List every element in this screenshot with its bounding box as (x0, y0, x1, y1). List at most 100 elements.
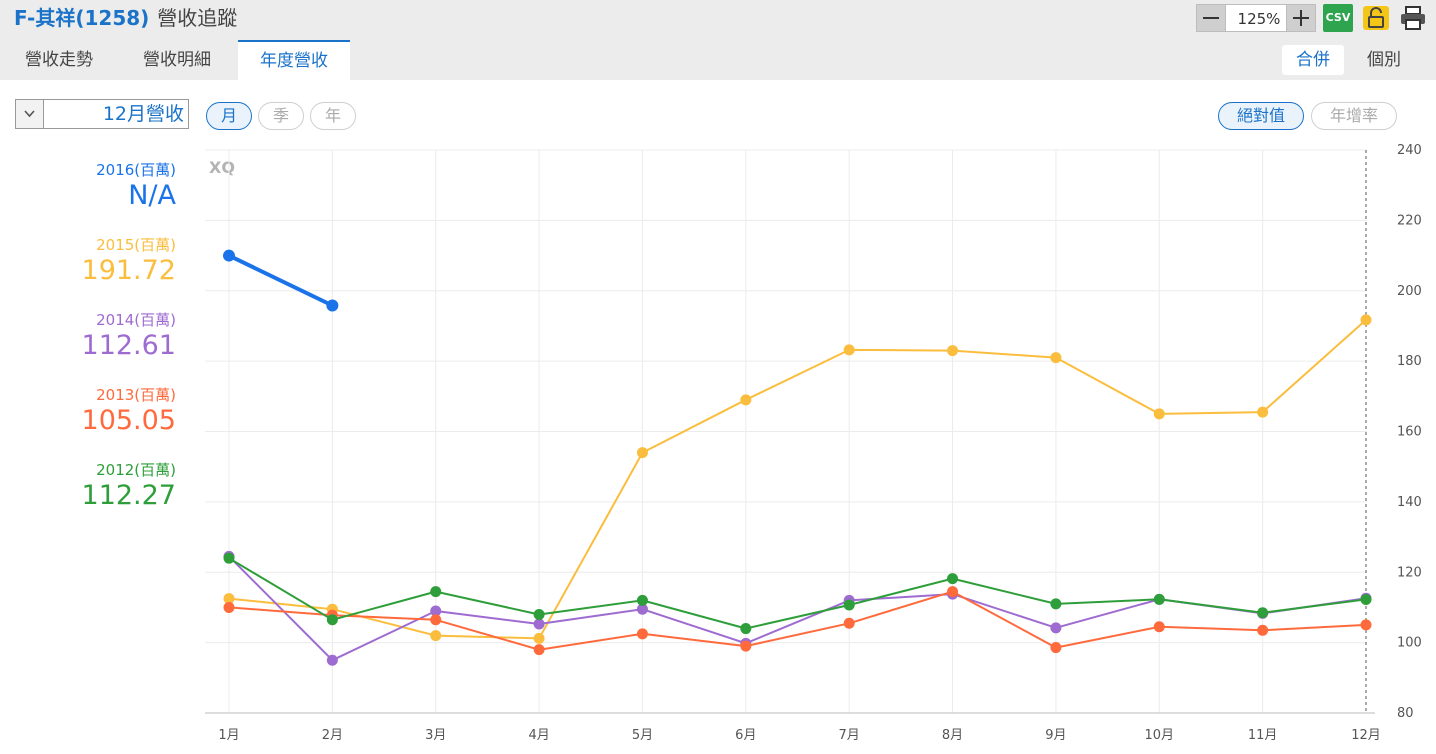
printer-icon (1401, 6, 1425, 30)
legend-label: 2016(百萬) (96, 161, 176, 179)
legend-item-2013: 2013(百萬) 105.05 (82, 385, 176, 437)
y-tick-label: 200 (1397, 284, 1422, 299)
page-subtitle: 營收追蹤 (157, 6, 238, 30)
period-quarter-button[interactable]: 季 (258, 102, 304, 130)
chart-watermark: XQ (209, 158, 235, 177)
x-tick-label: 8月 (942, 728, 963, 743)
legend-label: 2012(百萬) (96, 461, 176, 479)
x-tick-label: 1月 (218, 728, 239, 743)
x-tick-label: 9月 (1045, 728, 1066, 743)
period-month-button[interactable]: 月 (206, 102, 252, 130)
data-point-2012 (947, 573, 959, 585)
zoom-out-button[interactable] (1196, 4, 1226, 32)
chevron-svg (24, 110, 35, 118)
data-point-2013 (1257, 624, 1269, 636)
data-point-2015 (1050, 352, 1062, 364)
stock-name: F-其祥(1258) (14, 6, 150, 30)
data-point-2015 (636, 447, 648, 459)
individual-toggle[interactable]: 個別 (1367, 50, 1401, 70)
data-point-2012 (843, 599, 855, 611)
data-point-2012 (533, 608, 545, 620)
data-point-2013 (740, 640, 752, 652)
data-point-2012 (326, 614, 338, 626)
period-year-button[interactable]: 年 (310, 102, 356, 130)
legend-label: 2014(百萬) (96, 311, 176, 329)
header-bar: F-其祥(1258) 營收追蹤 營收走勢 營收明細 年度營收 125% CSV 合… (0, 0, 1436, 80)
data-point-2013 (947, 586, 959, 598)
data-point-2015 (843, 344, 855, 356)
data-point-2015 (1257, 406, 1269, 418)
x-tick-label: 10月 (1144, 728, 1174, 743)
page-title: F-其祥(1258) 營收追蹤 (14, 6, 237, 30)
data-point-2013 (223, 601, 235, 613)
data-point-2012 (223, 552, 235, 564)
data-point-2015 (1153, 408, 1165, 420)
x-tick-label: 12月 (1351, 728, 1381, 743)
data-point-2014 (533, 618, 545, 630)
tab-revenue-trend[interactable]: 營收走勢 (25, 50, 93, 70)
legend-value: 105.05 (81, 405, 176, 436)
yoy-rate-button[interactable]: 年增率 (1311, 102, 1397, 130)
legend-label: 2013(百萬) (96, 386, 176, 404)
legend-item-2016: 2016(百萬) N/A (96, 160, 176, 212)
data-point-2012 (1257, 607, 1269, 619)
merged-toggle[interactable]: 合併 (1282, 45, 1344, 75)
unlock-icon (1363, 6, 1389, 30)
data-point-2012 (740, 623, 752, 635)
plus-icon-vertical (1300, 10, 1302, 26)
data-point-2016 (223, 249, 235, 262)
chevron-down-icon[interactable] (16, 100, 44, 128)
y-tick-label: 80 (1397, 706, 1414, 721)
data-point-2015 (223, 593, 235, 605)
month-select[interactable]: 12月營收 (15, 99, 189, 129)
tab-revenue-detail[interactable]: 營收明細 (143, 50, 211, 70)
x-tick-label: 6月 (735, 728, 756, 743)
x-tick-label: 2月 (322, 728, 343, 743)
x-tick-label: 5月 (632, 728, 653, 743)
legend-item-2012: 2012(百萬) 112.27 (82, 460, 176, 512)
legend-value: 191.72 (81, 255, 176, 286)
y-tick-label: 240 (1397, 143, 1422, 158)
absolute-value-button[interactable]: 絕對值 (1218, 102, 1304, 130)
data-point-2012 (1360, 593, 1372, 605)
data-point-2012 (636, 594, 648, 606)
series-line-2013 (228, 590, 1367, 651)
data-point-2014 (1050, 622, 1062, 634)
series-line-2016 (228, 253, 334, 308)
legend-value: N/A (128, 180, 176, 211)
data-point-2015 (430, 630, 442, 642)
zoom-in-button[interactable] (1286, 4, 1316, 32)
data-point-2013 (1360, 619, 1372, 631)
y-tick-label: 140 (1397, 495, 1422, 510)
minus-icon (1203, 17, 1219, 19)
series-line-2015 (228, 319, 1367, 640)
zoom-level: 125% (1226, 4, 1292, 32)
data-point-2012 (1153, 593, 1165, 605)
y-tick-label: 220 (1397, 213, 1422, 228)
data-point-2013 (430, 614, 442, 626)
legend-value: 112.27 (81, 480, 176, 511)
data-point-2013 (1050, 642, 1062, 654)
data-point-2014 (326, 654, 338, 666)
x-tick-label: 11月 (1248, 728, 1278, 743)
data-point-2016 (326, 299, 339, 312)
series-line-2012 (228, 557, 1367, 630)
data-point-2015 (533, 632, 545, 644)
csv-export-button[interactable]: CSV (1323, 4, 1353, 32)
month-select-value: 12月營收 (102, 103, 184, 125)
data-point-2015 (947, 345, 959, 357)
x-tick-label: 7月 (839, 728, 860, 743)
legend-item-2014: 2014(百萬) 112.61 (82, 310, 176, 362)
y-tick-label: 180 (1397, 354, 1422, 369)
data-point-2013 (533, 644, 545, 656)
data-point-2015 (740, 394, 752, 406)
tab-annual-revenue[interactable]: 年度營收 (238, 40, 350, 80)
legend-value: 112.61 (81, 330, 176, 361)
data-point-2013 (843, 617, 855, 629)
data-point-2015 (1360, 314, 1372, 326)
print-button[interactable] (1398, 4, 1428, 32)
lock-button[interactable] (1361, 4, 1391, 32)
y-tick-label: 100 (1397, 636, 1422, 651)
data-point-2013 (636, 628, 648, 640)
